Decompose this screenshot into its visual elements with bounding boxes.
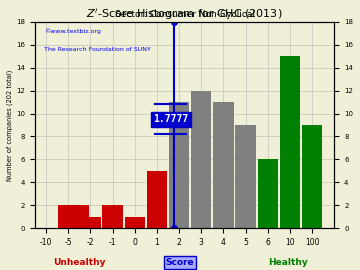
Bar [280, 56, 300, 228]
Bar [302, 125, 322, 228]
Bar [69, 205, 90, 228]
Text: Sector: Consumer Non-Cyclical: Sector: Consumer Non-Cyclical [114, 10, 255, 19]
Bar [191, 91, 211, 228]
Bar [58, 205, 78, 228]
Text: Score: Score [166, 258, 194, 267]
Bar [258, 159, 278, 228]
Title: $Z'$-Score Histogram for GHC (2013): $Z'$-Score Histogram for GHC (2013) [86, 7, 283, 22]
Text: Unhealthy: Unhealthy [53, 258, 105, 267]
Bar [125, 217, 145, 228]
Bar [235, 125, 256, 228]
Bar [102, 205, 123, 228]
Text: Healthy: Healthy [268, 258, 308, 267]
Bar [169, 102, 189, 228]
Text: 1.7777: 1.7777 [153, 114, 189, 124]
Bar [213, 102, 234, 228]
Y-axis label: Number of companies (202 total): Number of companies (202 total) [7, 69, 13, 181]
Text: ©www.textbiz.org: ©www.textbiz.org [44, 28, 101, 34]
Bar [147, 171, 167, 228]
Text: The Research Foundation of SUNY: The Research Foundation of SUNY [44, 47, 151, 52]
Bar [80, 217, 100, 228]
